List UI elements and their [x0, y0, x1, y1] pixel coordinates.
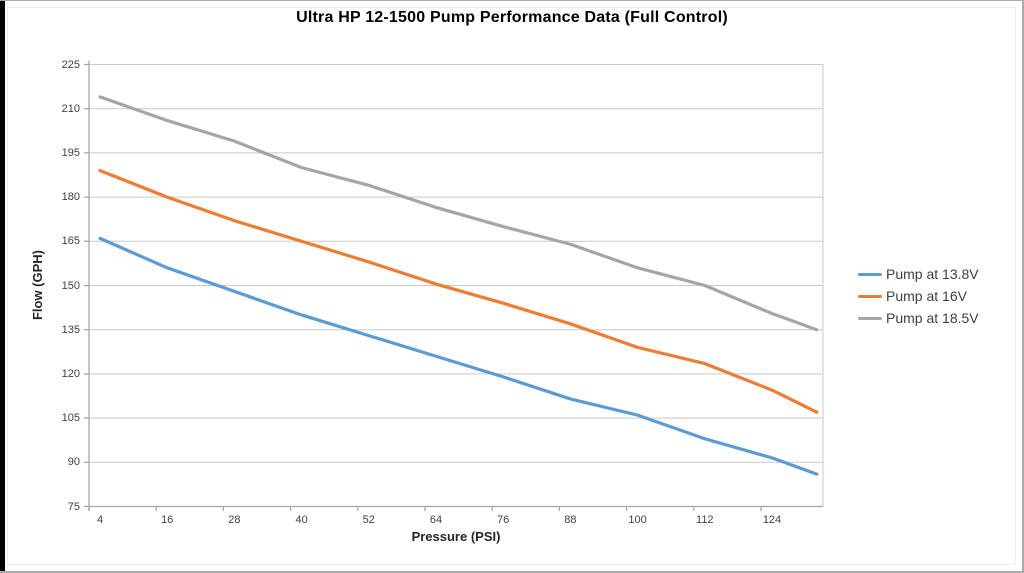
y-tick-label: 180 — [61, 191, 80, 204]
legend-swatch-orange — [858, 294, 882, 298]
legend-item-pump-18-5v: Pump at 18.5V — [858, 307, 1018, 329]
series-line-pump-at-13-8v — [98, 236, 819, 476]
x-tick-label: 28 — [228, 514, 241, 526]
y-tick-label: 195 — [61, 146, 80, 159]
y-tick-label: 135 — [61, 323, 80, 336]
y-axis-title: Flow (GPH) — [30, 249, 45, 321]
y-tick-label: 165 — [61, 235, 80, 248]
y-tick-label: 90 — [67, 456, 80, 469]
y-tick-label: 150 — [61, 279, 80, 292]
series-line-pump-at-16v — [98, 168, 819, 414]
x-tick-label: 4 — [96, 514, 104, 526]
x-tick-label: 16 — [161, 514, 174, 526]
x-tick-label: 76 — [497, 514, 510, 526]
y-tick-label: 105 — [61, 412, 80, 425]
legend-label: Pump at 13.8V — [886, 266, 979, 282]
x-axis-title: Pressure (PSI) — [411, 529, 501, 544]
y-tick-label: 120 — [61, 367, 80, 380]
legend-label: Pump at 16V — [886, 288, 967, 304]
y-tick-label: 225 — [61, 58, 80, 71]
x-tick-label: 124 — [762, 514, 782, 526]
left-edge-bar — [0, 1, 5, 571]
y-tick-label: 210 — [61, 102, 80, 115]
legend-swatch-gray — [858, 316, 882, 320]
x-tick-label: 40 — [295, 514, 308, 526]
legend-swatch-blue — [858, 272, 882, 276]
y-tick-label: 75 — [67, 500, 80, 513]
legend: Pump at 13.8V Pump at 16V Pump at 18.5V — [858, 263, 1018, 329]
x-tick-label: 100 — [628, 514, 647, 526]
legend-item-pump-13-8v: Pump at 13.8V — [858, 263, 1018, 285]
x-tick-label: 112 — [696, 514, 714, 526]
legend-label: Pump at 18.5V — [886, 310, 979, 326]
x-tick-label: 64 — [429, 514, 443, 526]
chart-title: Ultra HP 12-1500 Pump Performance Data (… — [296, 9, 728, 26]
legend-item-pump-16v: Pump at 16V — [858, 285, 1018, 307]
x-tick-label: 52 — [362, 514, 375, 526]
x-tick-label: 88 — [564, 514, 577, 526]
series-line-pump-at-18-5v — [98, 95, 819, 332]
